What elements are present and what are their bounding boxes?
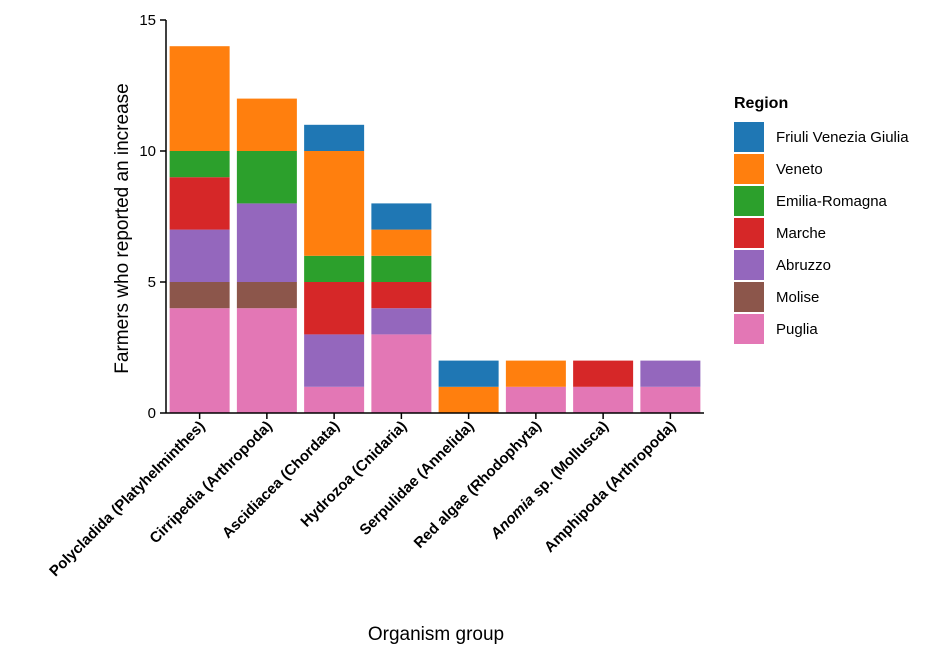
bar-segment-veneto-4 [371,229,432,256]
legend-label-puglia: Puglia [776,321,818,338]
y-tick-label: 15 [139,12,156,29]
bar-segment-marche-3 [304,282,365,335]
x-tick-label: Anomia sp. (Mollusca) [487,418,612,543]
bar-segment-puglia-8 [640,386,701,413]
legend-title: Region [734,95,788,112]
bar-segment-puglia-6 [505,386,566,413]
x-tick-label: Amphipoda (Arthropoda) [541,418,679,556]
legend-label-veneto: Veneto [776,161,823,178]
legend-swatch-veneto [734,154,764,184]
bar-segment-abruzzo-1 [169,229,230,282]
x-tick-label: Ascidiacea (Chordata) [219,418,343,542]
y-tick-label: 0 [148,405,156,422]
x-tick-label: Red algae (Rhodophyta) [411,418,545,552]
y-axis-title: Farmers who reported an increase [112,83,133,373]
legend-label-emilia-romagna: Emilia-Romagna [776,193,888,210]
bar-segment-marche-7 [573,360,634,387]
y-tick-label: 10 [139,143,156,160]
bar-segment-puglia-4 [371,334,432,413]
legend-swatch-marche [734,218,764,248]
bar-segment-friuli-venezia-giulia-5 [438,360,499,387]
bar-segment-abruzzo-8 [640,360,701,387]
bar-segment-veneto-1 [169,46,230,152]
bar-segment-puglia-3 [304,386,365,413]
bars-group [169,46,701,413]
legend-label-friuli-venezia-giulia: Friuli Venezia Giulia [776,129,909,146]
bar-segment-emilia-romagna-2 [236,151,297,204]
x-tick-label: Serpulidae (Annelida) [356,418,477,539]
legend-label-marche: Marche [776,225,826,242]
bar-segment-abruzzo-2 [236,203,297,282]
y-tick-label: 5 [148,274,156,291]
x-tick-label: Cirripedia (Arthropoda) [146,418,275,547]
bar-segment-veneto-3 [304,151,365,256]
x-axis: Polycladida (Platyhelminthes)Cirripedia … [46,412,704,580]
bar-segment-puglia-7 [573,386,634,413]
x-axis-title: Organism group [368,624,504,645]
bar-segment-veneto-6 [505,360,566,387]
bar-segment-molise-1 [169,282,230,309]
bar-segment-puglia-2 [236,308,297,413]
legend-swatch-abruzzo [734,250,764,280]
bar-segment-abruzzo-3 [304,334,365,387]
legend-label-abruzzo: Abruzzo [776,257,831,274]
bar-segment-veneto-5 [438,386,499,413]
bar-segment-veneto-2 [236,98,297,151]
bar-segment-puglia-1 [169,308,230,413]
bar-segment-friuli-venezia-giulia-3 [304,124,365,151]
bar-segment-marche-4 [371,282,432,309]
legend-swatch-emilia-romagna [734,186,764,216]
legend-label-molise: Molise [776,289,819,306]
legend-swatch-friuli-venezia-giulia [734,122,764,152]
bar-segment-emilia-romagna-3 [304,255,365,282]
y-axis: 0 5 10 15 [139,12,167,422]
bar-segment-molise-2 [236,282,297,309]
bar-segment-emilia-romagna-1 [169,151,230,178]
legend-swatch-puglia [734,314,764,344]
legend-swatch-molise [734,282,764,312]
bar-segment-emilia-romagna-4 [371,255,432,282]
bar-segment-abruzzo-4 [371,308,432,335]
bar-segment-marche-1 [169,177,230,230]
legend: Region Friuli Venezia Giulia Veneto Emilia… [734,95,909,344]
bar-segment-friuli-venezia-giulia-4 [371,203,432,230]
